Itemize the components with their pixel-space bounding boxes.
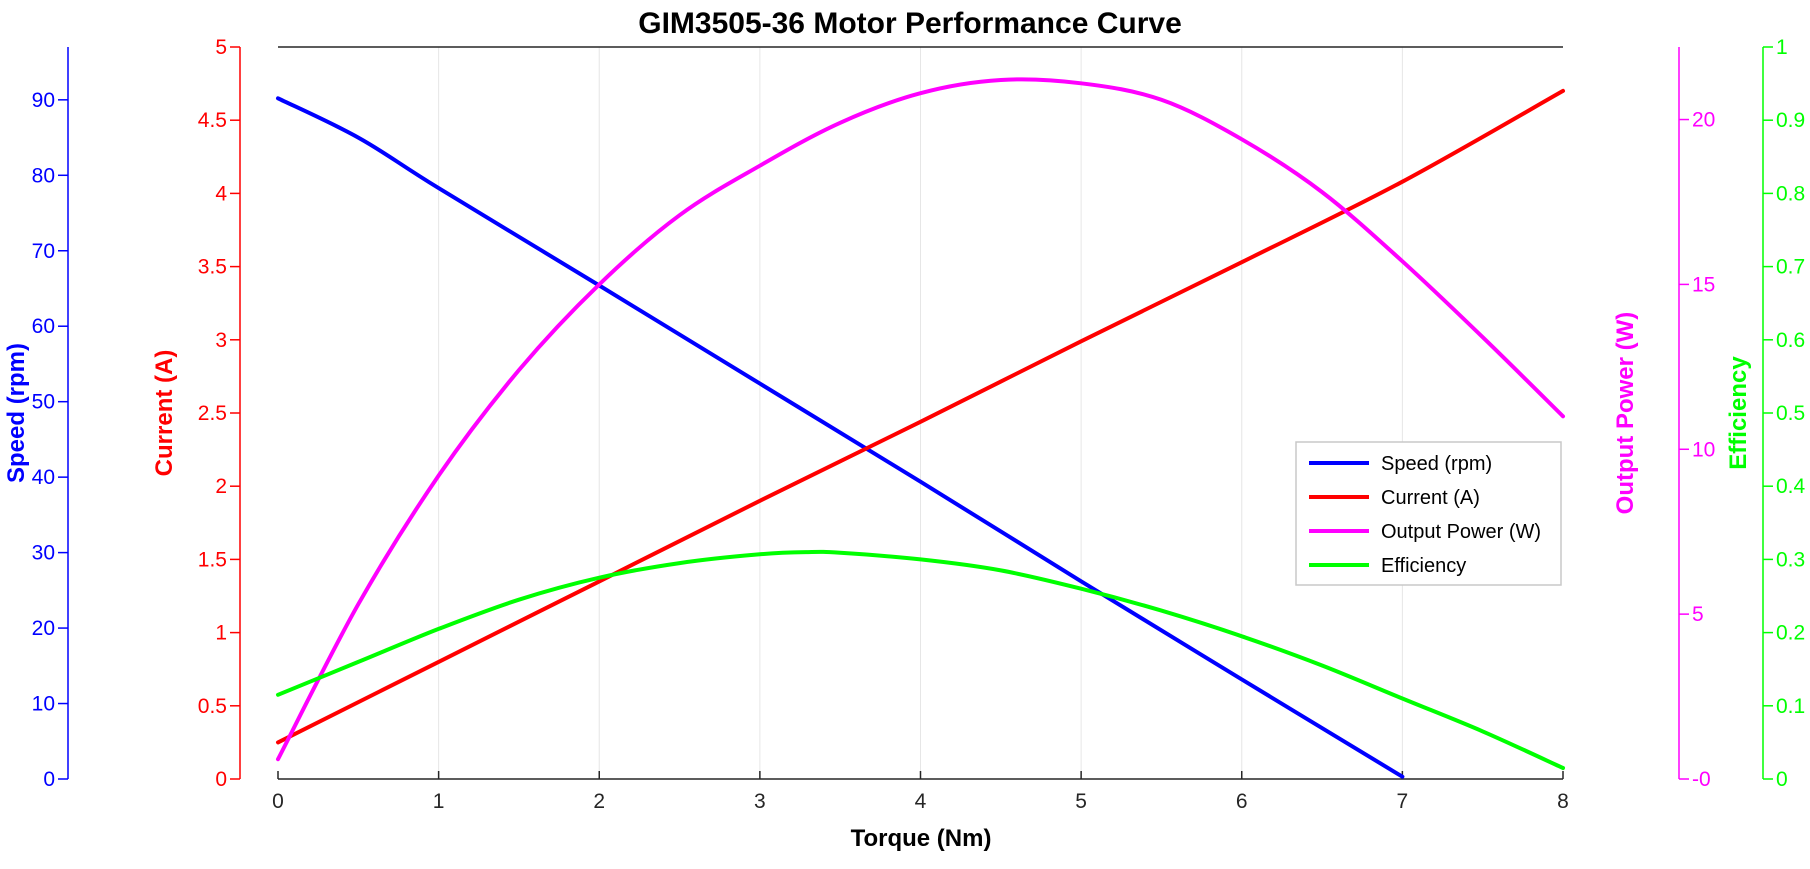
- current-tick-label: 0: [215, 768, 227, 791]
- efficiency-axis: 0 0.1 0.2 0.3 0.4 0.5 0.6 0.7 0.8 0.9 1 Efficiency: [1725, 36, 1806, 791]
- legend-box: [1295, 441, 1562, 586]
- legend-label: Output Power (W): [1381, 521, 1541, 543]
- current-tick-label: 1: [215, 622, 227, 645]
- speed-tick-label: 30: [32, 542, 55, 565]
- current-tick-label: 1.5: [198, 548, 227, 571]
- current-tick-label: 0.5: [198, 695, 227, 718]
- speed-tick-label: 60: [32, 315, 55, 338]
- x-tick-label: 6: [1236, 790, 1248, 813]
- x-axis-label: Torque (Nm): [851, 825, 992, 852]
- current-tick-label: 5: [215, 36, 227, 59]
- current-tick-label: 3: [215, 329, 227, 352]
- legend-label: Efficiency: [1381, 555, 1466, 577]
- legend-item-current: Current (A): [1309, 487, 1480, 509]
- legend: Speed (rpm) Current (A) Output Power (W) Ef…: [1295, 441, 1562, 586]
- current-tick-label: 4.5: [198, 109, 227, 132]
- legend-label: Current (A): [1381, 487, 1480, 509]
- speed-tick-label: 50: [32, 391, 55, 414]
- speed-axis-label: Speed (rpm): [3, 343, 30, 483]
- x-tick-label: 1: [433, 790, 445, 813]
- efficiency-tick-label: 0.7: [1776, 256, 1805, 279]
- speed-tick-label: 0: [43, 768, 55, 791]
- speed-axis: 0 10 20 30 40 50 60 70 80 90 Speed (rpm): [3, 47, 69, 791]
- efficiency-axis-label: Efficiency: [1725, 356, 1752, 470]
- power-axis-label: Output Power (W): [1612, 312, 1639, 515]
- power-tick-label: 20: [1692, 109, 1715, 132]
- series-line-efficiency: [276, 549, 1565, 770]
- efficiency-tick-label: 0.1: [1776, 695, 1805, 718]
- speed-tick-label: 80: [32, 164, 55, 187]
- power-tick-label: 5: [1692, 603, 1704, 626]
- power-tick-label: 15: [1692, 273, 1715, 296]
- grid-layer: [438, 47, 1403, 779]
- current-tick-label: 4: [215, 182, 227, 205]
- efficiency-tick-label: 0.6: [1776, 329, 1805, 352]
- x-tick-label: 2: [593, 790, 605, 813]
- series-line-power: [276, 77, 1565, 762]
- current-axis: 0 0.5 1 1.5 2 2.5 3 3.5 4 4.5 5 Current (A): [151, 36, 241, 791]
- current-tick-label: 2.5: [198, 402, 227, 425]
- legend-item-power: Output Power (W): [1309, 521, 1541, 543]
- legend-item-efficiency: Efficiency: [1309, 555, 1466, 577]
- efficiency-tick-label: 1: [1776, 36, 1788, 59]
- power-axis: -0 5 10 15 20 Output Power (W): [1612, 47, 1715, 791]
- current-tick-label: 3.5: [198, 256, 227, 279]
- series-layer: [276, 77, 1565, 779]
- x-tick-label: 4: [915, 790, 927, 813]
- chart-title: GIM3505-36 Motor Performance Curve: [638, 7, 1182, 40]
- efficiency-tick-label: 0.3: [1776, 548, 1805, 571]
- efficiency-tick-label: 0.5: [1776, 402, 1805, 425]
- current-axis-label: Current (A): [151, 350, 178, 477]
- x-tick-label: 3: [754, 790, 766, 813]
- efficiency-tick-label: 0.8: [1776, 182, 1805, 205]
- speed-tick-label: 20: [32, 617, 55, 640]
- legend-label: Speed (rpm): [1381, 453, 1492, 475]
- speed-tick-label: 40: [32, 466, 55, 489]
- power-tick-label: 10: [1692, 438, 1715, 461]
- efficiency-tick-label: 0.2: [1776, 622, 1805, 645]
- current-tick-label: 2: [215, 475, 227, 498]
- x-tick-label: 8: [1557, 790, 1569, 813]
- efficiency-tick-label: 0: [1776, 768, 1788, 791]
- efficiency-tick-label: 0.4: [1776, 475, 1806, 498]
- x-tick-label: 0: [272, 790, 284, 813]
- x-tick-label: 7: [1397, 790, 1409, 813]
- series-line-current: [276, 88, 1565, 745]
- x-tick-label: 5: [1075, 790, 1087, 813]
- speed-tick-label: 90: [32, 89, 55, 112]
- legend-item-speed: Speed (rpm): [1309, 453, 1492, 475]
- efficiency-tick-label: 0.9: [1776, 109, 1805, 132]
- power-tick-label: -0: [1692, 768, 1711, 791]
- speed-tick-label: 70: [32, 240, 55, 263]
- speed-tick-label: 10: [32, 693, 55, 716]
- series-line-speed: [276, 96, 1405, 779]
- plot-frame: 0 1 2 3 4 5 6 7 8: [272, 46, 1569, 813]
